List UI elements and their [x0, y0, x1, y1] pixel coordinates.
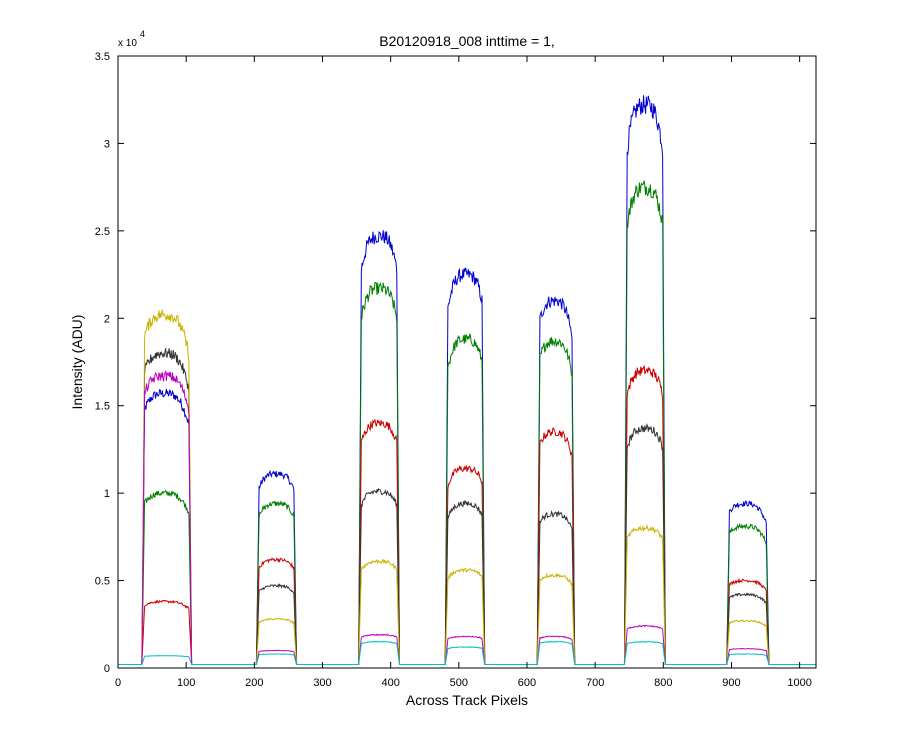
chart-title: B20120918_008 inttime = 1, — [379, 33, 555, 49]
tick-layer: 0 100 200 300 400 500 600 700 800 900 1000 0 0.5 1 1.5… — [95, 51, 816, 689]
x-tick-label: 0 — [115, 677, 121, 689]
x-tick-label: 600 — [518, 677, 536, 689]
y-tick-label: 1 — [104, 488, 110, 500]
y-tick-label: 1.5 — [95, 401, 110, 413]
series-line-7 — [118, 640, 816, 665]
x-tick-label: 1000 — [787, 677, 811, 689]
y-multiplier-exponent: 4 — [140, 29, 145, 39]
y-multiplier-base: x 10 — [118, 38, 137, 49]
x-tick-label: 700 — [586, 677, 604, 689]
x-tick-label: 800 — [654, 677, 672, 689]
x-axis-label: Across Track Pixels — [406, 692, 528, 708]
y-tick-label: 0 — [104, 663, 110, 675]
x-tick-label: 400 — [381, 677, 399, 689]
plot-area — [118, 56, 816, 668]
x-tick-label: 200 — [245, 677, 263, 689]
y-tick-label: 2.5 — [95, 226, 110, 238]
x-tick-label: 300 — [313, 677, 331, 689]
x-tick-label: 900 — [722, 677, 740, 689]
x-tick-label: 100 — [177, 677, 195, 689]
y-tick-label: 0.5 — [95, 576, 110, 588]
axes-box — [117, 55, 817, 669]
y-axis-label: Intensity (ADU) — [69, 315, 85, 410]
x-tick-label: 500 — [450, 677, 468, 689]
y-tick-label: 3 — [104, 138, 110, 150]
series-layer — [118, 95, 816, 665]
y-tick-label: 3.5 — [95, 51, 110, 63]
y-tick-label: 2 — [104, 313, 110, 325]
